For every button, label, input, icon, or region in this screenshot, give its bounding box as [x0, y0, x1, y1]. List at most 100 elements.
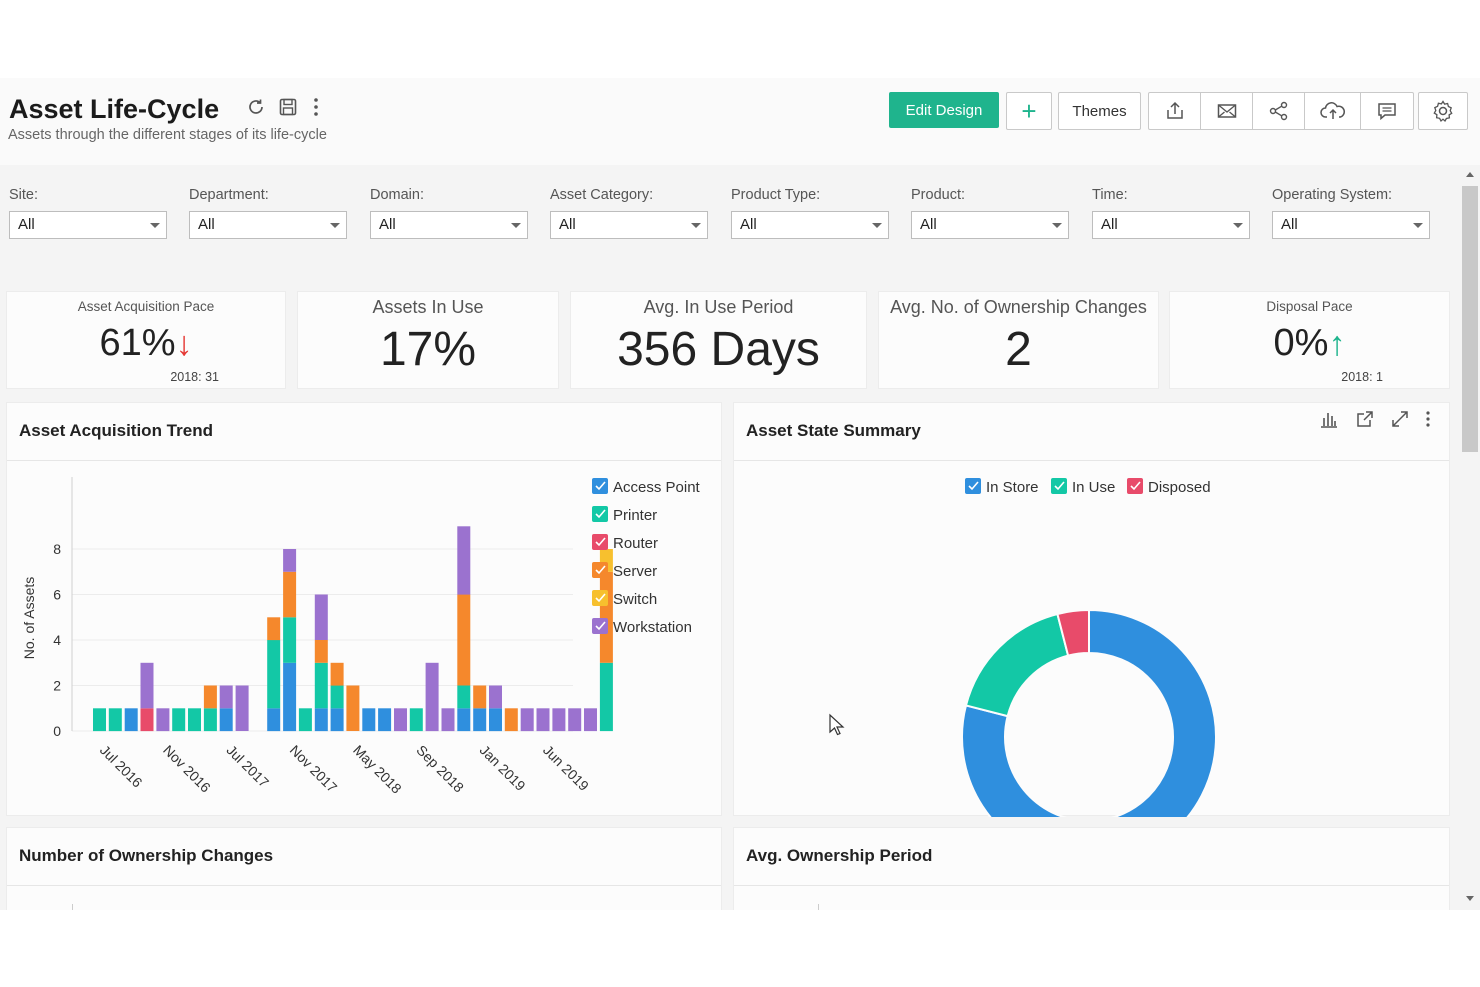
y-tick-label: 2 [53, 678, 61, 694]
select-value: All [198, 216, 215, 233]
legend-checkbox-icon [965, 478, 981, 494]
filter-label: Product: [911, 187, 965, 203]
operating-system-select[interactable]: All [1272, 211, 1430, 239]
legend-label: Access Point [613, 479, 701, 496]
more-vertical-icon[interactable] [1416, 407, 1440, 431]
select-value: All [1101, 216, 1118, 233]
email-button[interactable] [1201, 93, 1253, 129]
scroll-up-icon[interactable] [1466, 172, 1474, 177]
bar-segment-server [314, 640, 328, 663]
page-subtitle: Assets through the different stages of i… [8, 127, 327, 143]
panel-divider [734, 460, 1449, 461]
x-tick-label: Nov 2017 [287, 742, 341, 796]
bar-segment-printer [188, 708, 201, 732]
domain-select[interactable]: All [370, 211, 528, 239]
themes-button[interactable]: Themes [1058, 92, 1141, 130]
department-select[interactable]: All [189, 211, 347, 239]
bar-segment-server [283, 571, 297, 618]
legend-label: Disposed [1148, 479, 1211, 496]
kpi-avg-in-use-period: Avg. In Use Period 356 Days [570, 291, 867, 389]
acquisition-trend-chart: 0 2 4 6 8 No. of Assets Jul 2016 Nov 2016 Jul 20… [21, 477, 701, 797]
bar-segment-workstation [552, 708, 566, 732]
settings-button[interactable] [1418, 92, 1468, 130]
legend-label: In Store [986, 479, 1039, 496]
legend-checkbox-icon [592, 590, 608, 606]
page-title: Asset Life-Cycle [9, 94, 220, 124]
filter-label: Operating System: [1272, 187, 1393, 203]
more-vertical-icon[interactable] [305, 96, 327, 118]
chevron-down-icon [150, 223, 160, 228]
bar-segment-access-point [330, 708, 344, 732]
edit-design-button[interactable]: Edit Design [889, 92, 999, 128]
kpi-value: 0%↑ [1170, 322, 1449, 365]
kpi-title: Asset Acquisition Pace [77, 299, 215, 314]
bar-segment-workstation [314, 594, 328, 640]
product-type-select[interactable]: All [731, 211, 889, 239]
select-value: All [740, 216, 757, 233]
bar-segment-workstation [425, 662, 439, 732]
y-tick-label: 0 [53, 723, 61, 739]
bar-segment-server [203, 685, 217, 709]
site-select[interactable]: All [9, 211, 167, 239]
comment-icon [1378, 103, 1396, 121]
panel-title: Number of Ownership Changes [19, 846, 274, 865]
kpi-value: 61%↓ [7, 322, 285, 365]
bar-segment-server [457, 594, 471, 686]
expand-icon[interactable] [1388, 407, 1412, 431]
check-icon [595, 621, 606, 631]
add-button[interactable]: + [1006, 92, 1052, 130]
panel-title: Avg. Ownership Period [746, 846, 933, 865]
comments-button[interactable] [1361, 93, 1413, 129]
check-icon [595, 537, 606, 547]
cloud-upload-icon [1319, 102, 1345, 119]
x-tick-label: Jul 2016 [97, 742, 146, 791]
legend-checkbox-icon [592, 506, 608, 522]
gear-icon [1433, 100, 1453, 123]
share-button[interactable] [1253, 93, 1305, 129]
kpi-value-text: 61% [99, 322, 176, 364]
vertical-scrollbar[interactable] [1460, 166, 1480, 910]
bar-segment-access-point [124, 708, 138, 732]
save-icon[interactable] [277, 96, 299, 118]
bar-segment-workstation [536, 708, 550, 732]
export-icon [1166, 101, 1183, 119]
bar-segment-printer [172, 708, 186, 732]
filter-label: Time: [1092, 187, 1128, 203]
x-tick-label: Jan 2019 [477, 742, 529, 794]
bar-segment-server [330, 662, 344, 686]
legend-label: Server [613, 563, 657, 580]
kpi-acquisition-pace: Asset Acquisition Pace 61%↓ 2018: 31 [6, 291, 286, 389]
chevron-down-icon [1233, 223, 1243, 228]
bar-segment-printer [283, 617, 297, 663]
product-select[interactable]: All [911, 211, 1069, 239]
scroll-down-icon[interactable] [1466, 896, 1474, 901]
time-select[interactable]: All [1092, 211, 1250, 239]
asset-category-select[interactable]: All [550, 211, 708, 239]
filter-product-type: Product Type: All [731, 187, 891, 239]
acquisition-trend-panel: Asset Acquisition Trend 0 2 4 6 8 No. of Asse… [6, 402, 722, 816]
axis-line [818, 904, 819, 910]
scrollbar-thumb[interactable] [1462, 186, 1478, 452]
legend-checkbox-icon [592, 618, 608, 634]
panel-divider [7, 885, 721, 886]
select-value: All [18, 216, 35, 233]
bar-segment-access-point [267, 708, 281, 732]
bar-segment-access-point [362, 708, 376, 732]
refresh-icon[interactable] [245, 96, 267, 118]
check-icon [595, 565, 606, 575]
publish-button[interactable] [1305, 93, 1361, 129]
filter-site: Site: All [9, 187, 169, 239]
bar-segment-printer [330, 685, 344, 709]
legend-checkbox-icon [592, 534, 608, 550]
chart-type-icon[interactable] [1317, 407, 1341, 431]
filter-product: Product: All [911, 187, 1071, 239]
x-tick-label: Jun 2019 [540, 742, 592, 794]
chevron-down-icon [691, 223, 701, 228]
kpi-footnote: 2018: 31 [170, 370, 219, 384]
open-external-icon[interactable] [1353, 407, 1377, 431]
filter-label: Department: [189, 187, 269, 203]
arrow-down-icon: ↓ [175, 325, 193, 363]
legend-label: Router [613, 535, 658, 552]
export-button[interactable] [1149, 93, 1201, 129]
asset-state-panel: Asset State Summary In Store In Use Dispos… [733, 402, 1450, 817]
